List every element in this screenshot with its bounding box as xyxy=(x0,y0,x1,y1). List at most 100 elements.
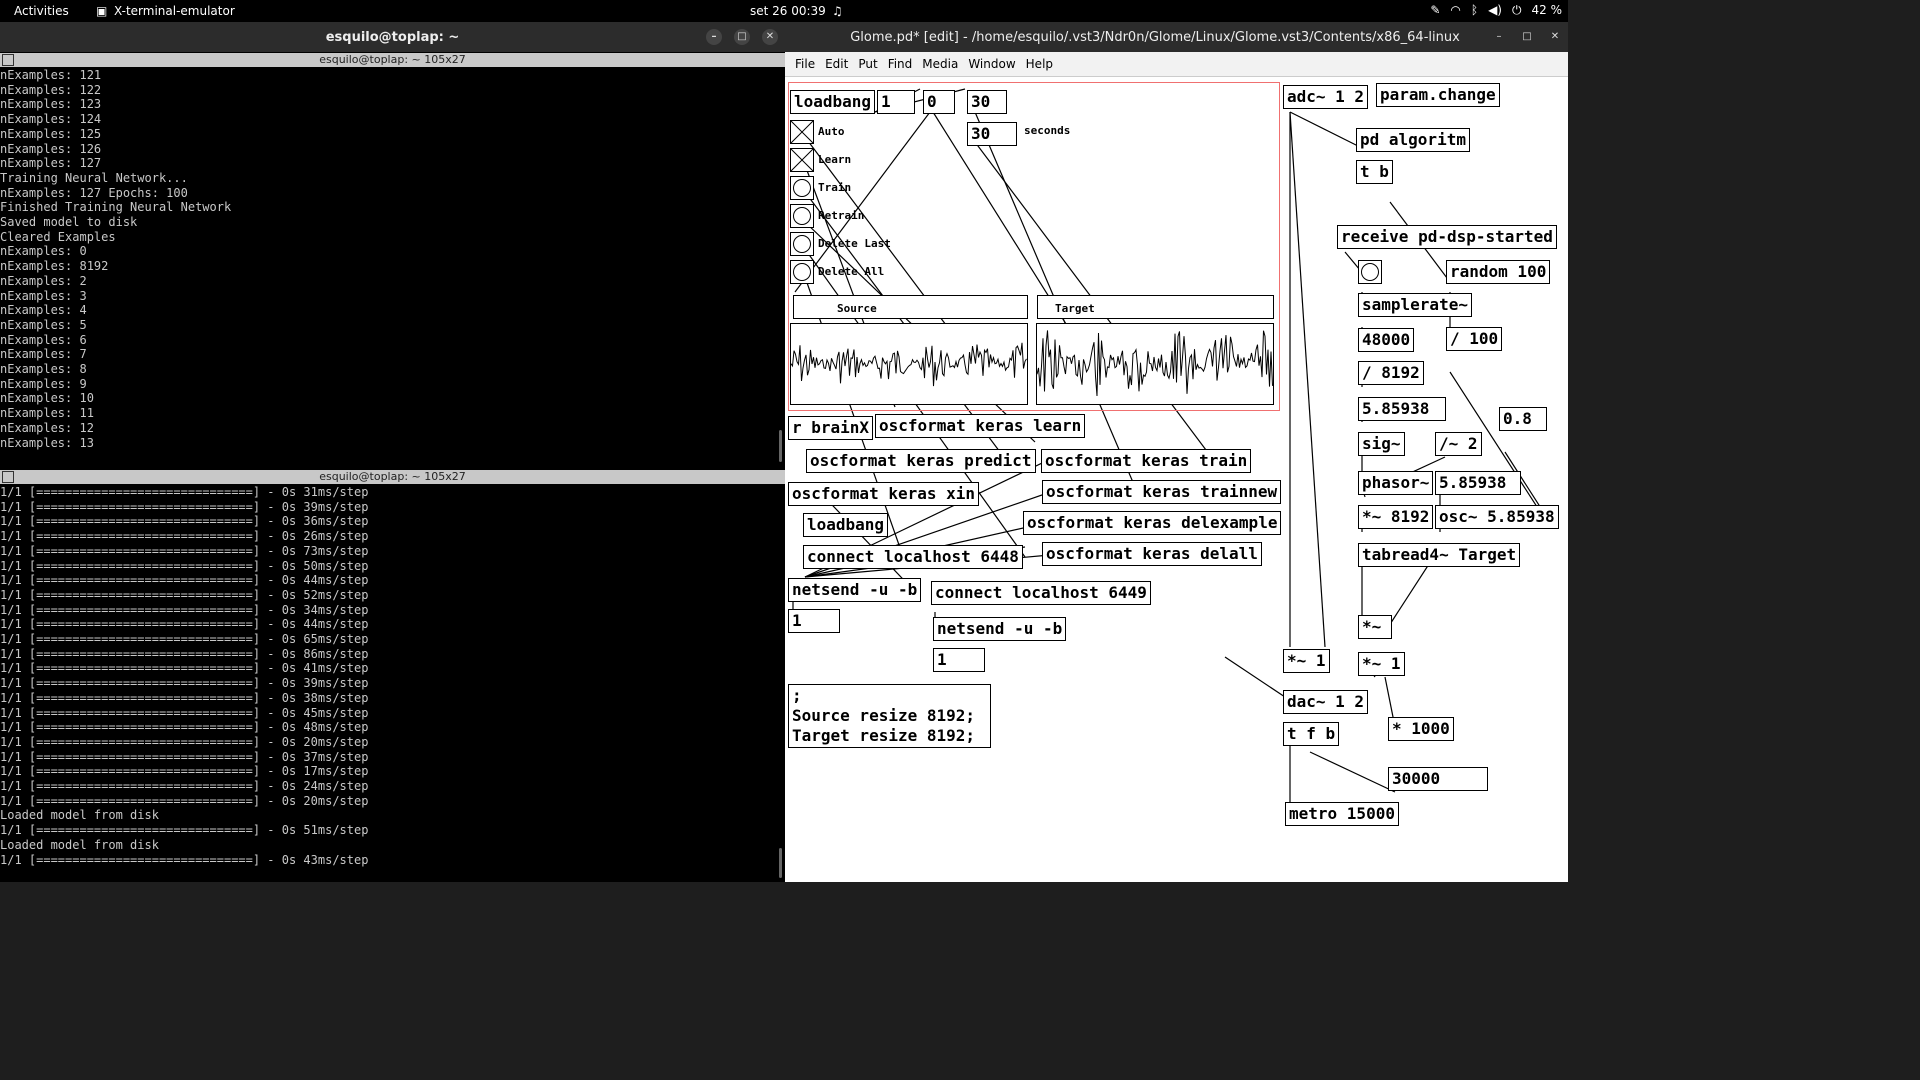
terminal-line: 1/1 [==============================] - 0… xyxy=(0,690,369,705)
number-0-8[interactable]: 0.8 xyxy=(1499,407,1547,431)
number-box-0[interactable]: 0 xyxy=(923,90,955,114)
close-button[interactable]: ✕ xyxy=(762,29,778,45)
mul-8192-object[interactable]: *~ 8192 xyxy=(1358,505,1434,529)
t-f-b-object[interactable]: t f b xyxy=(1283,722,1340,746)
t-b-object[interactable]: t b xyxy=(1356,160,1393,184)
osc-object[interactable]: osc~ 5.85938 xyxy=(1435,505,1559,529)
active-app-label[interactable]: X-terminal-emulator xyxy=(114,4,235,18)
div-2-signal-object[interactable]: /~ 2 xyxy=(1435,432,1482,456)
train-bang[interactable] xyxy=(790,176,814,200)
number-box-30b[interactable]: 30 xyxy=(967,122,1017,146)
number-box-netsend1[interactable]: 1 xyxy=(788,609,840,633)
sig-object[interactable]: sig~ xyxy=(1358,432,1405,456)
oscformat-trainnew-object[interactable]: oscformat keras trainnew xyxy=(1042,480,1282,504)
terminal-titlebar[interactable]: esquilo@toplap: ~ – □ ✕ xyxy=(0,22,785,52)
pane1-scrollbar[interactable] xyxy=(779,430,782,462)
delete-all-bang[interactable] xyxy=(790,260,814,284)
mul-1-right-object[interactable]: *~ 1 xyxy=(1358,652,1405,676)
receive-object[interactable]: receive pd-dsp-started xyxy=(1337,225,1557,249)
terminal-pane-bottom[interactable]: 1/1 [==============================] - 0… xyxy=(0,485,778,882)
adc-object[interactable]: adc~ 1 2 xyxy=(1283,85,1369,109)
pd-titlebar[interactable]: Glome.pd* [edit] - /home/esquilo/.vst3/N… xyxy=(785,22,1568,52)
number-5-85938[interactable]: 5.85938 xyxy=(1358,397,1446,421)
menu-help[interactable]: Help xyxy=(1025,57,1054,71)
dac-object[interactable]: dac~ 1 2 xyxy=(1283,690,1369,714)
target-array[interactable] xyxy=(1036,323,1274,405)
pd-menubar: File Edit Put Find Media Window Help xyxy=(785,52,1568,77)
battery-level[interactable]: 42 % xyxy=(1531,3,1563,17)
pane-menu-icon[interactable] xyxy=(2,471,14,483)
menu-file[interactable]: File xyxy=(795,57,816,71)
number-box-netsend2[interactable]: 1 xyxy=(933,648,985,672)
resize-message-box[interactable]: ; Source resize 8192; Target resize 8192… xyxy=(788,684,991,748)
close-button[interactable]: ✕ xyxy=(1550,31,1560,42)
terminal-title: esquilo@toplap: ~ xyxy=(325,30,460,45)
delete-last-label: Delete Last xyxy=(818,237,891,250)
source-array[interactable] xyxy=(790,323,1028,405)
number-30000[interactable]: 30000 xyxy=(1388,767,1488,791)
pane2-scrollbar[interactable] xyxy=(779,848,782,878)
terminal-pane-top[interactable]: nExamples: 121 nExamples: 122 nExamples: 1… xyxy=(0,68,778,464)
menu-window[interactable]: Window xyxy=(968,57,1016,71)
terminal-line: 1/1 [==============================] - 0… xyxy=(0,779,369,794)
metro-object[interactable]: metro 15000 xyxy=(1285,802,1399,826)
pd-algoritm-object[interactable]: pd algoritm xyxy=(1356,128,1470,152)
samplerate-object[interactable]: samplerate~ xyxy=(1358,293,1472,317)
terminal-line: nExamples: 8 xyxy=(0,362,87,377)
auto-toggle[interactable] xyxy=(790,120,814,144)
oscformat-train-object[interactable]: oscformat keras train xyxy=(1041,449,1252,473)
menu-find[interactable]: Find xyxy=(887,57,913,71)
tabread4-object[interactable]: tabread4~ Target xyxy=(1358,543,1521,567)
delete-last-bang[interactable] xyxy=(790,232,814,256)
pane-menu-icon[interactable] xyxy=(2,54,14,66)
number-5-85938-b[interactable]: 5.85938 xyxy=(1435,471,1521,495)
oscformat-delexample-object[interactable]: oscformat keras delexample xyxy=(1023,511,1282,535)
pane2-titlebar[interactable]: esquilo@toplap: ~ 105x27 xyxy=(0,470,785,484)
menu-media[interactable]: Media xyxy=(922,57,959,71)
oscformat-predict-object[interactable]: oscformat keras predict xyxy=(806,449,1036,473)
loadbang-object[interactable]: loadbang xyxy=(790,90,876,114)
terminal-line: Loaded model from disk xyxy=(0,808,159,823)
netsend-object-1[interactable]: netsend -u -b xyxy=(788,578,922,602)
menu-edit[interactable]: Edit xyxy=(825,57,849,71)
number-box-30a[interactable]: 30 xyxy=(967,90,1007,114)
netsend-object-2[interactable]: netsend -u -b xyxy=(933,617,1067,641)
retrain-bang[interactable] xyxy=(790,204,814,228)
learn-toggle[interactable] xyxy=(790,148,814,172)
phasor-object[interactable]: phasor~ xyxy=(1358,471,1434,495)
source-slider[interactable] xyxy=(793,295,1028,319)
div-100-object[interactable]: / 100 xyxy=(1446,327,1503,351)
brush-icon: ✎ xyxy=(1430,3,1441,17)
clock[interactable]: set 26 00:39 xyxy=(750,4,826,18)
connect-6449-message[interactable]: connect localhost 6449 xyxy=(931,581,1151,605)
terminal-line: 1/1 [==============================] - 0… xyxy=(0,617,369,632)
random-object[interactable]: random 100 xyxy=(1446,260,1551,284)
dsp-bang[interactable] xyxy=(1358,260,1382,284)
terminal-line: 1/1 [==============================] - 0… xyxy=(0,720,369,735)
maximize-button[interactable]: □ xyxy=(734,29,750,45)
pane1-titlebar[interactable]: esquilo@toplap: ~ 105x27 xyxy=(0,53,785,67)
activities-button[interactable]: Activities xyxy=(14,4,69,18)
param-change-object[interactable]: param.change xyxy=(1376,83,1500,107)
pd-canvas[interactable]: loadbang 1 0 30 30 seconds Auto Learn Tr… xyxy=(785,77,1568,882)
target-slider[interactable] xyxy=(1037,295,1274,319)
oscformat-delall-object[interactable]: oscformat keras delall xyxy=(1042,542,1262,566)
div-8192-object[interactable]: / 8192 xyxy=(1358,361,1424,385)
loadbang-object-2[interactable]: loadbang xyxy=(803,513,889,537)
train-label: Train xyxy=(818,181,852,194)
terminal-line: nExamples: 8192 xyxy=(0,259,109,274)
r-brainx-object[interactable]: r brainX xyxy=(788,416,874,440)
mul-signal-object[interactable]: *~ xyxy=(1358,615,1392,639)
mul-1000-object[interactable]: * 1000 xyxy=(1388,717,1454,741)
connect-6448-message[interactable]: connect localhost 6448 xyxy=(803,545,1023,569)
minimize-button[interactable]: – xyxy=(706,29,722,45)
maximize-button[interactable]: □ xyxy=(1522,31,1532,42)
oscformat-learn-object[interactable]: oscformat keras learn xyxy=(875,414,1086,438)
oscformat-xin-object[interactable]: oscformat keras xin xyxy=(788,482,980,506)
minimize-button[interactable]: – xyxy=(1496,31,1502,42)
menu-put[interactable]: Put xyxy=(858,57,878,71)
number-box-1[interactable]: 1 xyxy=(877,90,915,114)
mul-1-left-object[interactable]: *~ 1 xyxy=(1283,649,1330,673)
number-48000[interactable]: 48000 xyxy=(1358,328,1415,352)
terminal-line: 1/1 [==============================] - 0… xyxy=(0,602,369,617)
